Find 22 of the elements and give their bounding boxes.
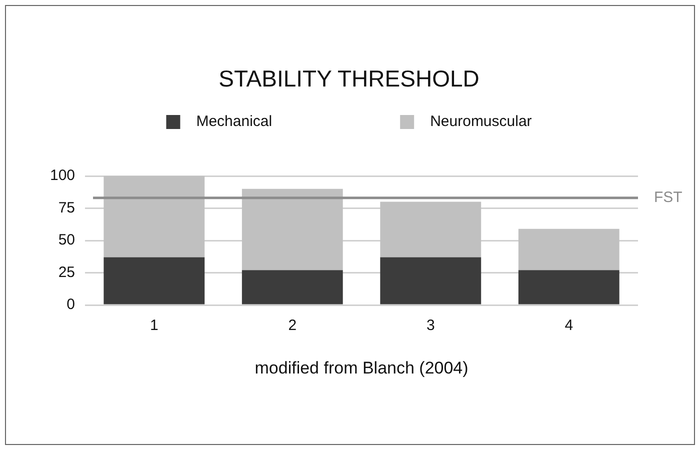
x-tick-label: 1 <box>150 317 158 334</box>
bar <box>380 202 482 258</box>
ref-line-label: FST <box>654 189 682 206</box>
y-tick-label: 0 <box>66 296 76 314</box>
y-tick-label: 100 <box>50 167 76 184</box>
bar <box>242 270 343 304</box>
bar <box>518 228 620 270</box>
legend-label: Neuromuscular <box>430 113 532 130</box>
bar <box>104 257 205 304</box>
x-tick-label: 4 <box>564 317 574 334</box>
x-tick-label: 3 <box>426 317 435 334</box>
legend-label: Mechanical <box>196 113 272 130</box>
bar <box>518 270 620 304</box>
y-tick-label: 25 <box>58 264 76 281</box>
y-tick-label: 50 <box>58 232 76 249</box>
chart-title: STABILITY THRESHOLD <box>218 65 480 92</box>
text: modified from Blanch (2004) <box>254 358 468 378</box>
y-tick-label: 75 <box>58 199 76 216</box>
x-tick-label: 2 <box>288 317 297 334</box>
bar <box>380 257 482 304</box>
bar <box>242 188 343 270</box>
bar <box>104 176 205 258</box>
